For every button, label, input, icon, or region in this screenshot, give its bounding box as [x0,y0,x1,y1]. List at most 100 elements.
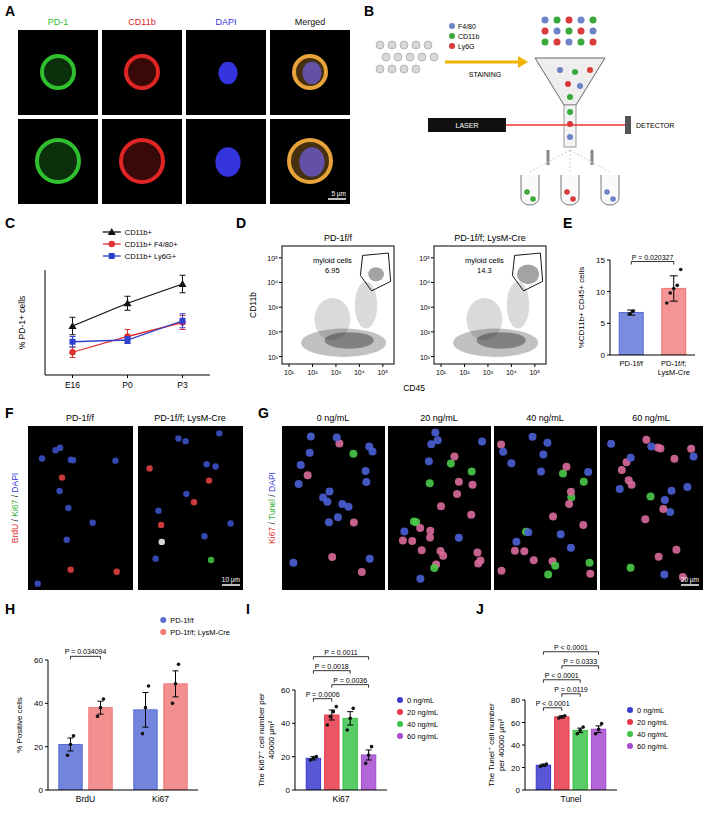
stain-name: DAPI [10,473,20,493]
data-point [600,722,604,726]
legend-swatch [108,228,116,235]
y-tick-label: 10⁵ [419,255,430,262]
cell [530,556,538,564]
y-tick-label: 10⁵ [267,255,278,262]
nucleus [299,147,324,176]
legend-swatch [397,721,403,727]
cell [158,522,164,528]
cell [388,41,396,49]
data-point [177,663,181,667]
scale-bar [222,584,240,586]
x-tick [511,364,512,367]
cell [455,478,463,486]
error-cap [347,725,353,726]
y-tick [431,307,434,308]
cell [469,481,477,489]
cell [577,83,583,89]
cell [64,537,70,543]
error-cap [670,301,678,302]
marker-swatch [449,33,455,39]
x-tick [289,364,290,367]
cell [366,555,374,563]
cell [586,570,594,578]
cell [557,67,563,73]
plot-marks [453,264,539,357]
plot-frame [434,246,546,364]
plot-marks [301,267,386,357]
bar [619,313,643,355]
cell [439,552,447,560]
stain-separator: / [267,492,277,499]
cell [382,53,390,61]
data-point [66,754,70,758]
stain-separator: / [267,520,277,527]
cell [565,500,573,508]
cell [349,450,357,458]
x-tick [441,364,442,367]
error-cap [180,327,186,328]
cell [572,69,578,75]
gate-label: myloid cells [465,256,504,265]
marker-label: F4/80 [458,23,476,30]
y-tick-label: 10⁴ [267,279,278,286]
data-point [370,745,374,749]
x-tick-label: 10⁴ [354,369,365,376]
cell [520,547,528,555]
cell [416,524,424,532]
cell [297,461,305,469]
error-cap [596,725,602,726]
x-axis [610,355,695,356]
micrograph [494,426,597,590]
error-cap [70,317,76,318]
bracket [313,657,368,660]
cell [554,39,561,46]
cell [655,553,663,561]
y-tick-label: 40 [511,741,520,750]
cell [565,81,571,87]
y-tick-label: 10³ [268,304,279,311]
cell [584,468,592,476]
axis-title: The Ki67⁺ cell number per [257,693,266,787]
x-tick [534,364,535,367]
legend-label: 40 ng/mL [637,730,668,739]
y-tick-label: 60 [34,656,43,665]
cell [690,452,698,460]
legend-swatch [397,697,403,703]
p-value: P = 0.0018 [315,663,349,670]
cell [468,468,476,476]
cell [668,487,676,495]
cell [191,499,197,505]
x-tick [127,375,128,378]
y-tick-label: 10¹ [420,354,431,361]
p-value: P < 0.0001 [545,672,579,679]
cell [570,196,576,202]
bar [306,758,320,790]
axis-title: % Positive cells [15,697,24,753]
cell [474,560,482,568]
cell [56,488,62,494]
data-point [141,732,145,736]
cell [549,512,557,520]
cell [227,520,233,526]
marker [69,349,75,355]
y-tick [431,331,434,332]
x-tick [382,364,383,367]
legend-label: 20 ng/mL [637,718,668,727]
cell [112,457,118,463]
cell [328,553,336,561]
data-point [326,723,330,727]
x-tick [487,364,488,367]
panel-letter: C [5,215,15,231]
panel-letter: J [476,601,484,617]
cell [345,503,353,511]
y-tick [279,331,282,332]
error-cap [180,329,186,330]
cell [497,440,505,448]
y-tick [431,282,434,283]
cell [537,467,545,475]
error-cap [68,751,74,752]
bracket [543,680,580,683]
x-tick-label: 10¹ [436,369,447,376]
y-tick [522,722,525,723]
error-cap [70,336,76,337]
